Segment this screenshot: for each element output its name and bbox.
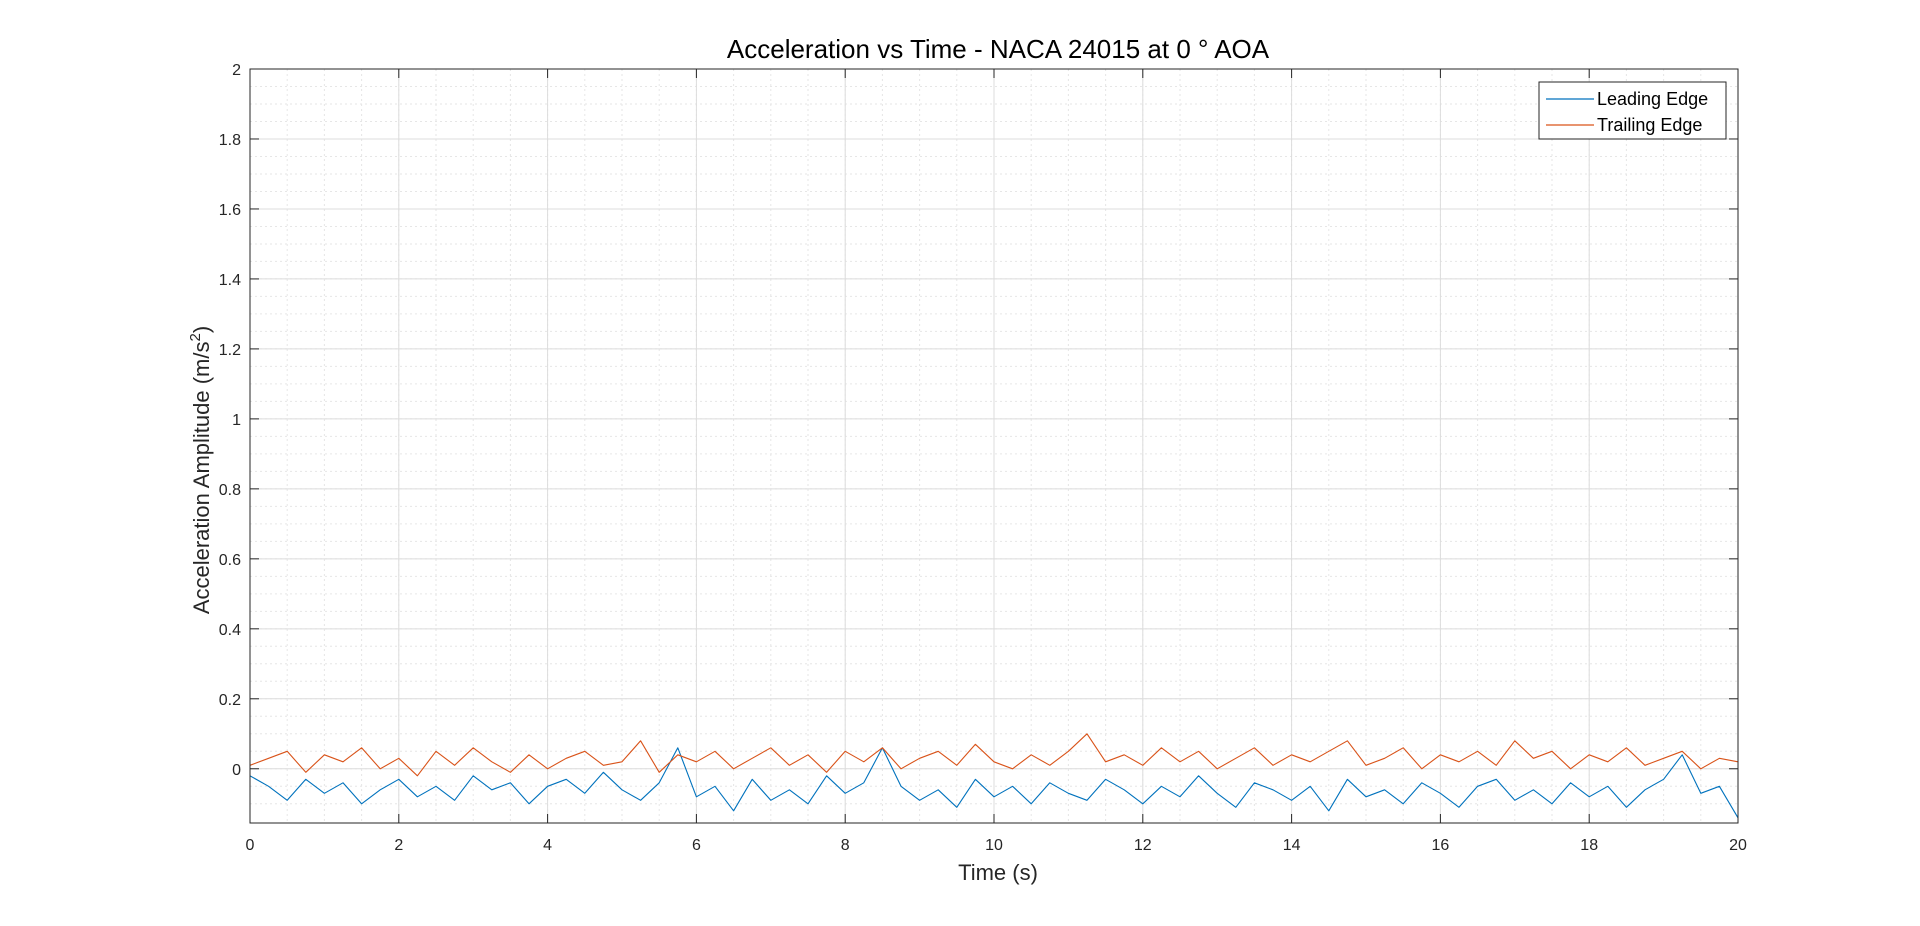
y-axis-title-tail: ) [189, 326, 214, 333]
x-tick-label: 6 [692, 837, 701, 854]
x-tick-label: 4 [543, 837, 552, 854]
x-tick-label: 2 [394, 837, 403, 854]
y-tick-label: 0.2 [219, 692, 241, 709]
y-tick-label: 1.4 [219, 272, 241, 289]
x-tick-label: 14 [1283, 837, 1301, 854]
y-tick-label: 1.6 [219, 202, 241, 219]
y-tick-label: 1.8 [219, 132, 241, 149]
y-tick-label: 0.4 [219, 622, 241, 639]
x-tick-label: 20 [1729, 837, 1747, 854]
x-tick-label: 8 [841, 837, 850, 854]
y-axis-title-superscript: 2 [187, 333, 204, 341]
legend-label-leading-edge: Leading Edge [1597, 89, 1708, 109]
y-tick-label: 0.6 [219, 552, 241, 569]
x-axis-title: Time (s) [958, 860, 1038, 885]
y-tick-label: 1.2 [219, 342, 241, 359]
legend-label-trailing-edge: Trailing Edge [1597, 115, 1702, 135]
x-tick-label: 10 [985, 837, 1003, 854]
y-tick-label: 0 [232, 762, 241, 779]
x-tick-label: 12 [1134, 837, 1152, 854]
legend: Leading Edge Trailing Edge [1538, 81, 1727, 140]
y-axis-title-main: Acceleration Amplitude (m/s [189, 342, 214, 615]
series-line-trailing-edge [249, 733, 1739, 777]
legend-box [1538, 81, 1727, 140]
x-tick-label: 0 [246, 837, 255, 854]
x-tick-label: 16 [1432, 837, 1450, 854]
y-tick-label: 2 [232, 62, 241, 79]
x-tick-label: 18 [1580, 837, 1598, 854]
tick-labels: 0 2 4 6 8 10 12 14 16 18 20 0 0.2 0.4 0.6 0.8 1 1.2 1.4 1.6… [219, 62, 1747, 854]
y-axis-title: Acceleration Amplitude (m/s2) [187, 326, 214, 614]
series-line-leading-edge [249, 747, 1739, 819]
y-tick-label: 1 [232, 412, 241, 429]
major-grid [249, 68, 1739, 823]
series-layer [249, 733, 1739, 819]
chart-title: Acceleration vs Time - NACA 24015 at 0 °… [727, 34, 1270, 64]
axis-ticks [249, 68, 1739, 823]
y-tick-label: 0.8 [219, 482, 241, 499]
